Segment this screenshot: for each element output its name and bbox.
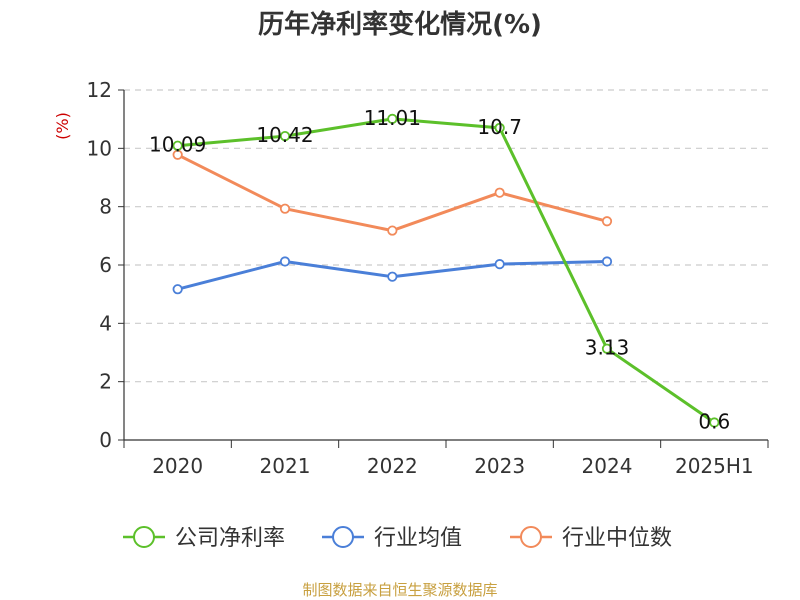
y-tick-label: 6 — [99, 253, 112, 277]
data-label: 10.42 — [256, 123, 313, 147]
data-point — [279, 256, 291, 267]
legend-marker — [332, 526, 354, 548]
y-tick-label: 0 — [99, 428, 112, 452]
series-line — [177, 117, 716, 424]
data-point — [709, 417, 720, 428]
grid-lines — [124, 89, 768, 383]
legend-marker — [133, 526, 155, 548]
axes: 0 2 4 6 8 10 12 2020 2021 2022 2023 2024 2025H1 — [87, 78, 769, 478]
legend-marker — [520, 526, 542, 548]
data-point — [387, 225, 398, 236]
legend-label: 行业均值 — [374, 526, 462, 551]
x-tick-label: 2023 — [474, 454, 525, 478]
y-tick-label: 2 — [99, 370, 112, 394]
legend-label: 公司净利率 — [175, 526, 285, 551]
x-tick-label: 2022 — [367, 454, 418, 478]
source-note: 制图数据来自恒生聚源数据库 — [302, 581, 497, 599]
x-tick-label: 2024 — [582, 454, 633, 478]
legend: 公司净利率 行业均值 行业中位数 — [123, 526, 672, 551]
data-point — [172, 284, 183, 295]
data-label: 10.7 — [477, 115, 522, 139]
data-point — [387, 113, 398, 124]
data-point — [172, 140, 183, 151]
x-tick-label: 2025H1 — [675, 454, 754, 478]
data-point — [494, 122, 505, 134]
data-label: 0.6 — [698, 410, 730, 434]
data-point — [279, 130, 291, 142]
x-tick-label: 2020 — [152, 454, 203, 478]
data-point — [387, 271, 398, 282]
data-point — [601, 343, 613, 354]
data-label: 3.13 — [585, 336, 630, 360]
y-tick-label: 10 — [87, 136, 112, 160]
data-label: 10.09 — [149, 133, 206, 157]
y-tick-label: 8 — [99, 195, 112, 219]
data-point — [494, 259, 505, 270]
series-lines — [172, 113, 720, 428]
data-label: 11.01 — [364, 106, 421, 130]
data-point — [494, 187, 505, 198]
data-point — [601, 256, 613, 267]
x-tick-label: 2021 — [260, 454, 311, 478]
y-tick-label: 12 — [87, 78, 112, 102]
chart-title: 历年净利率变化情况(%) — [258, 9, 542, 40]
data-point — [601, 216, 613, 227]
legend-label: 行业中位数 — [562, 526, 672, 551]
y-tick-label: 4 — [99, 311, 112, 335]
data-labels: 10.09 10.42 11.01 10.7 3.13 0.6 — [149, 106, 730, 434]
y-axis-unit: (%) — [53, 112, 72, 140]
data-point — [279, 203, 291, 214]
